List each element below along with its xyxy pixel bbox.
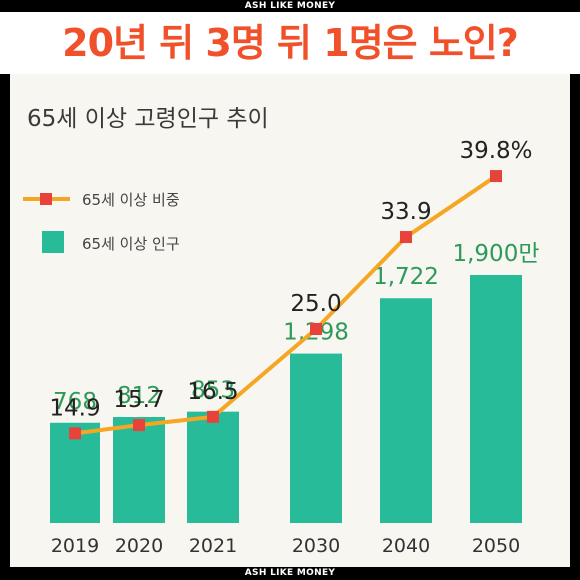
line-marker-2020 [133, 419, 145, 432]
bar-value-label: 812 [117, 383, 161, 409]
bar-2030 [290, 353, 342, 523]
legend-line-label: 65세 이상 비중 [82, 191, 180, 209]
line-marker-2030 [310, 323, 322, 335]
chart-title: 65세 이상 고령인구 추이 [27, 106, 269, 132]
chart: 65세 이상 고령인구 추이 65세 이상 비중 65세 이상 인구 768 812 85… [23, 106, 540, 557]
line-marker-2021 [207, 410, 219, 423]
bar-2050 [470, 275, 522, 523]
x-tick-label: 2020 [115, 535, 163, 557]
legend-bar-label: 65세 이상 인구 [82, 235, 180, 253]
legend-bar-swatch [42, 231, 64, 253]
line-value-label: 16.5 [187, 379, 238, 405]
line-marker-2019 [69, 427, 81, 440]
line-value-label: 25.0 [290, 291, 341, 317]
line-value-label: 33.9 [380, 199, 431, 225]
bar-value-label: 853 [191, 378, 235, 404]
brand-top-bar: ASH LIKE MONEY [0, 0, 580, 12]
brand-bottom-bar: ASH LIKE MONEY [0, 567, 580, 580]
legend-line-marker [40, 193, 52, 205]
bar-2021 [187, 411, 239, 523]
line-value-label: 39.8% [459, 138, 532, 164]
x-tick-label: 2050 [472, 535, 520, 557]
line-marker-2050 [490, 170, 502, 183]
x-tick-label: 2040 [382, 535, 430, 557]
bar-value-label: 1,722 [373, 264, 439, 290]
chart-panel: 65세 이상 고령인구 추이 65세 이상 비중 65세 이상 인구 768 812 85… [10, 74, 570, 567]
bar-2020 [113, 417, 165, 523]
headline-area: 20년 뒤 3명 뒤 1명은 노인? [0, 12, 580, 74]
x-tick-label: 2021 [189, 535, 237, 557]
line-value-label: 14.9 [49, 395, 100, 421]
headline: 20년 뒤 3명 뒤 1명은 노인? [62, 21, 519, 65]
bar-2040 [380, 298, 432, 523]
line-marker-2040 [400, 231, 412, 244]
x-tick-label: 2030 [292, 535, 340, 557]
x-tick-label: 2019 [51, 535, 99, 557]
bar-value-label: 1,900만 [452, 241, 539, 267]
bar-value-label: 768 [53, 389, 97, 415]
bar-2019 [50, 422, 100, 523]
series-line [74, 174, 498, 436]
line-value-label: 15.7 [113, 387, 164, 413]
